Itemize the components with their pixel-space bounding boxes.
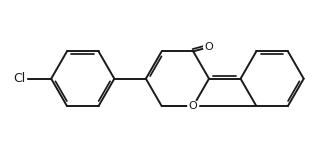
Text: O: O <box>189 101 197 111</box>
Circle shape <box>188 101 198 111</box>
Circle shape <box>204 42 214 52</box>
Circle shape <box>13 72 27 86</box>
Text: Cl: Cl <box>14 72 26 85</box>
Text: O: O <box>204 42 213 52</box>
